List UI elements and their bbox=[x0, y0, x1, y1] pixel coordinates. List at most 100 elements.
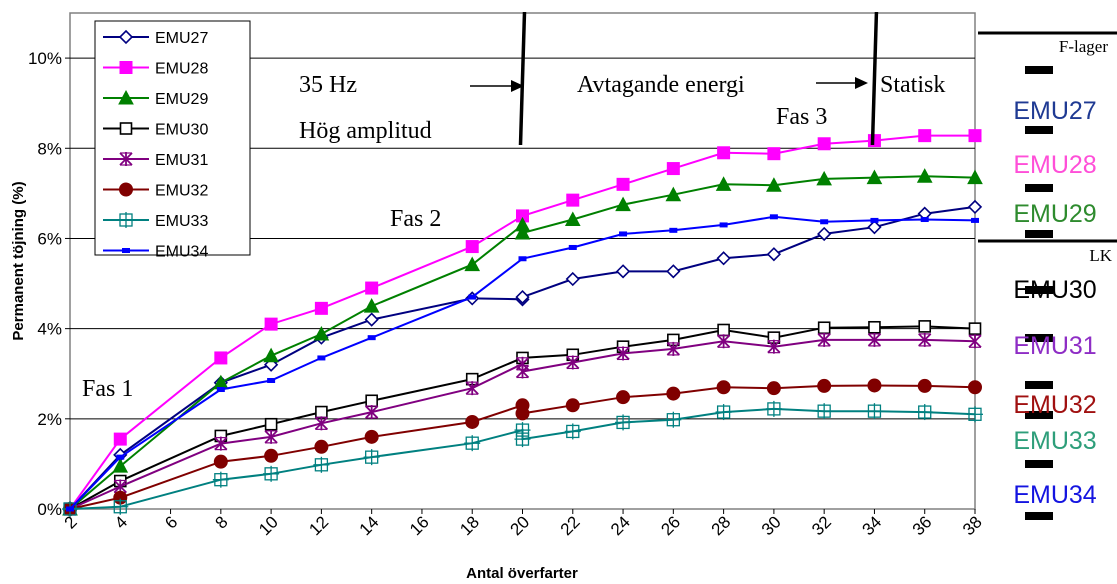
legend-label: EMU28 bbox=[155, 61, 208, 78]
series-emu28 bbox=[63, 129, 982, 516]
x-tick-label: 8 bbox=[212, 512, 232, 532]
annotation-fas3: Fas 3 bbox=[776, 104, 827, 130]
legend-label: EMU29 bbox=[155, 91, 208, 108]
side-label-emu27: EMU27 bbox=[1013, 97, 1096, 125]
side-marker-dash bbox=[1025, 126, 1053, 134]
data-point bbox=[564, 423, 581, 440]
data-point bbox=[867, 220, 882, 235]
legend-label: EMU32 bbox=[155, 183, 208, 200]
data-point bbox=[365, 394, 378, 408]
side-marker-dash bbox=[1025, 512, 1053, 520]
data-point bbox=[264, 417, 278, 431]
data-point bbox=[566, 193, 580, 207]
series-line bbox=[69, 384, 976, 510]
data-point bbox=[616, 346, 630, 361]
data-point bbox=[916, 404, 933, 421]
data-point bbox=[715, 404, 732, 421]
annotation-hog-amplitud: Hög amplitud bbox=[299, 118, 432, 144]
data-point bbox=[665, 411, 682, 428]
data-point bbox=[514, 224, 531, 240]
data-point bbox=[968, 129, 982, 143]
data-point bbox=[363, 298, 380, 313]
data-point bbox=[717, 146, 731, 160]
data-point bbox=[465, 414, 480, 429]
data-point bbox=[465, 240, 479, 254]
side-marker-dash bbox=[1025, 460, 1053, 468]
side-marker-dash bbox=[1025, 411, 1053, 419]
data-point bbox=[263, 347, 279, 363]
data-point bbox=[666, 162, 680, 176]
data-point bbox=[119, 152, 133, 166]
side-label-emu32: EMU32 bbox=[1013, 391, 1096, 419]
x-tick-label: 14 bbox=[356, 512, 383, 539]
legend-item: EMU27 bbox=[103, 29, 208, 47]
data-point bbox=[766, 177, 782, 192]
data-point bbox=[515, 289, 530, 305]
data-point bbox=[817, 321, 831, 335]
x-tick-label: 6 bbox=[161, 512, 181, 532]
series-line bbox=[69, 338, 976, 510]
data-point bbox=[615, 196, 631, 212]
x-tick-label: 38 bbox=[959, 512, 986, 539]
data-point bbox=[515, 406, 530, 421]
x-tick-label: 16 bbox=[406, 512, 433, 539]
data-point bbox=[313, 325, 330, 341]
x-tick-label: 28 bbox=[708, 512, 735, 539]
arrow-1 bbox=[470, 80, 524, 92]
x-tick-label: 12 bbox=[305, 512, 332, 539]
data-point bbox=[122, 248, 130, 253]
y-tick-label: 6% bbox=[37, 229, 62, 248]
data-point bbox=[916, 168, 933, 183]
y-tick-label: 10% bbox=[28, 49, 62, 68]
data-point bbox=[870, 217, 879, 223]
data-point bbox=[968, 322, 982, 335]
series-emu34 bbox=[66, 214, 979, 512]
data-point bbox=[464, 256, 481, 272]
arrow-2 bbox=[816, 77, 868, 89]
data-point bbox=[364, 429, 379, 444]
data-point bbox=[769, 214, 778, 220]
data-point bbox=[264, 448, 279, 463]
legend-box bbox=[94, 20, 251, 256]
side-label-emu28: EMU28 bbox=[1013, 151, 1096, 179]
data-point bbox=[363, 449, 380, 466]
data-point bbox=[920, 217, 929, 223]
x-tick-labels: 2 4 6 8 10 12 14 16 18 20 22 24 26 28 30 32 34 36 38 bbox=[61, 509, 986, 539]
data-point bbox=[619, 231, 628, 237]
data-point bbox=[816, 403, 833, 420]
data-point bbox=[518, 256, 527, 262]
data-point bbox=[112, 498, 129, 515]
side-label-emu29: EMU29 bbox=[1013, 200, 1096, 228]
annotation-fas2: Fas 2 bbox=[390, 206, 441, 232]
data-point bbox=[665, 186, 682, 202]
data-point bbox=[314, 301, 328, 315]
annotation-avtagande: Avtagande energi bbox=[577, 72, 745, 98]
data-point bbox=[616, 177, 630, 191]
data-point bbox=[317, 355, 326, 361]
y-tick-label: 4% bbox=[37, 320, 62, 339]
series-line bbox=[69, 205, 976, 510]
data-point bbox=[464, 435, 481, 452]
data-point bbox=[918, 129, 932, 143]
data-point bbox=[767, 339, 781, 354]
data-point bbox=[568, 244, 577, 250]
data-point bbox=[867, 378, 882, 393]
data-point bbox=[213, 454, 228, 469]
data-point bbox=[66, 506, 74, 512]
side-marker-dash bbox=[1025, 381, 1053, 389]
data-point bbox=[867, 332, 882, 347]
data-point bbox=[315, 405, 328, 419]
data-point bbox=[314, 416, 329, 431]
data-point bbox=[666, 264, 681, 279]
data-point bbox=[118, 29, 134, 45]
data-point bbox=[367, 335, 376, 341]
series-line bbox=[69, 175, 976, 510]
data-point bbox=[214, 351, 228, 365]
legend-label: EMU34 bbox=[155, 244, 208, 261]
data-point bbox=[616, 390, 631, 405]
data-point bbox=[119, 122, 133, 135]
x-tick-label: 22 bbox=[557, 512, 584, 539]
data-point bbox=[666, 341, 680, 356]
side-label-emu33: EMU33 bbox=[1013, 427, 1096, 455]
data-point bbox=[816, 170, 833, 186]
